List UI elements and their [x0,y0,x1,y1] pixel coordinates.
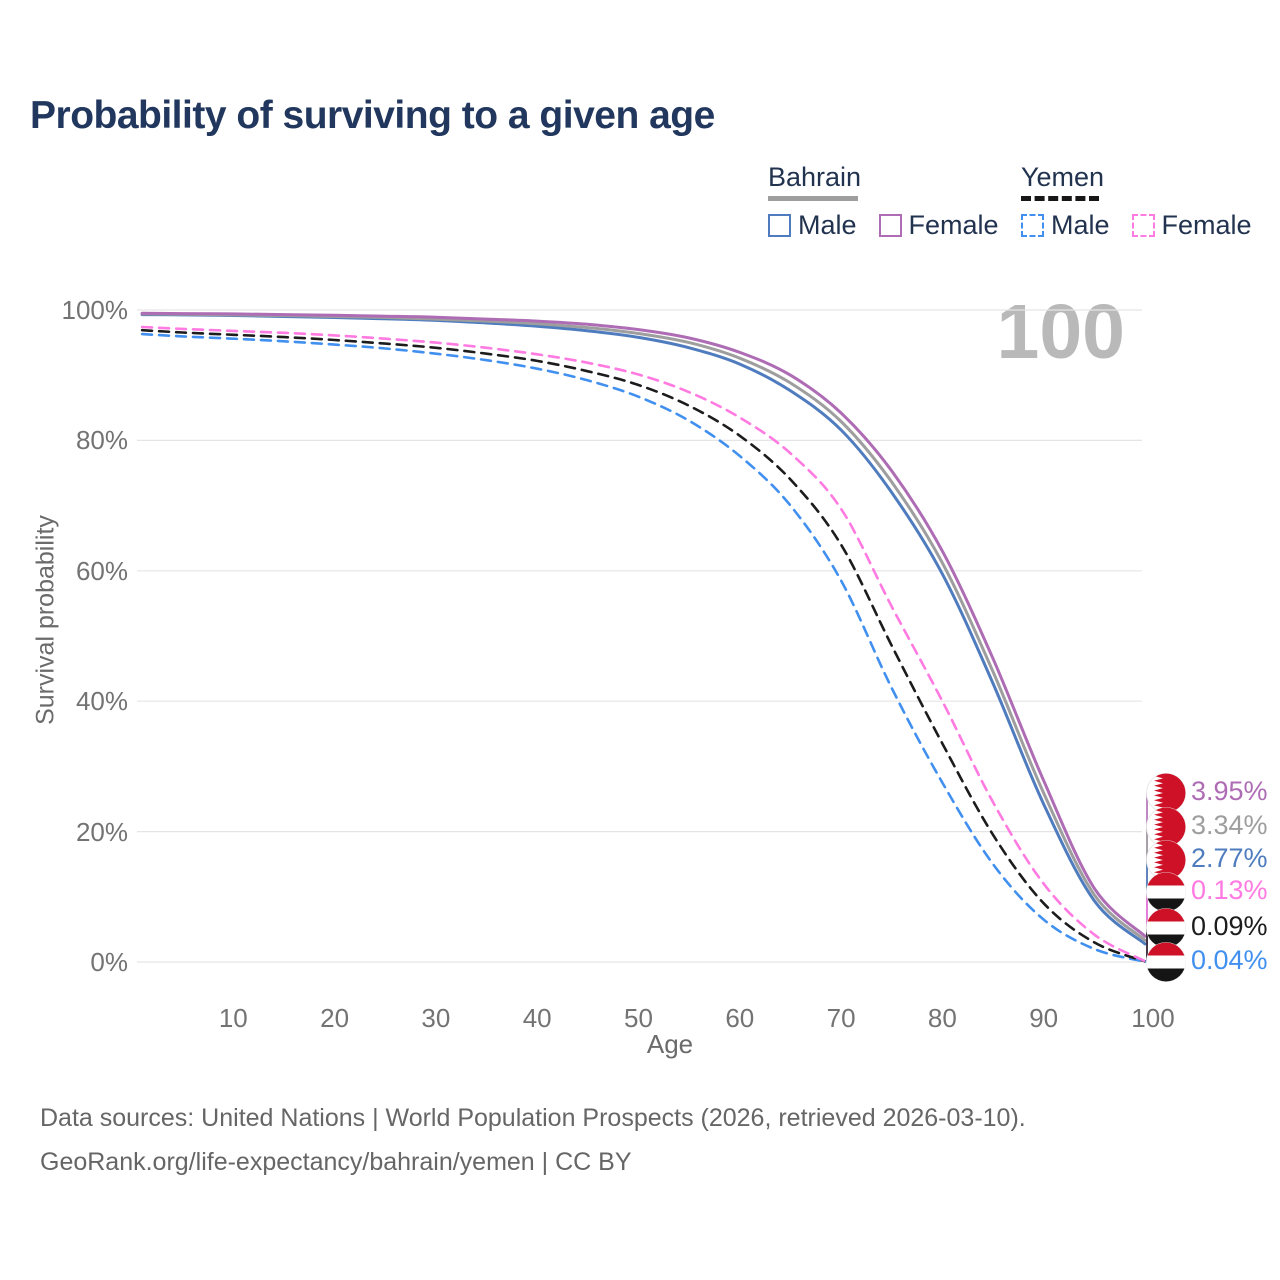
y-tick-label: 100% [61,295,129,325]
bahrain-line-style-swatch [768,196,858,201]
legend-label: Female [908,210,999,240]
end-value-label-yemen-male: 0.04% [1191,945,1268,975]
legend-group-bahrain: Bahrain Male Female [768,162,999,241]
x-tick-label: 70 [826,1003,856,1033]
yemen-flag-icon [1146,908,1186,948]
bahrain-male-swatch-icon [768,214,791,237]
series-line-yemen-male[interactable] [140,332,1147,963]
legend-item-bahrain-male[interactable]: Male [768,210,857,241]
x-tick-label: 100 [1131,1003,1175,1033]
y-tick-label: 60% [75,555,128,586]
x-tick-label: 20 [320,1003,350,1033]
legend-item-bahrain-female[interactable]: Female [878,210,999,241]
x-tick-label: 80 [927,1003,957,1033]
legend-label: Male [1051,210,1110,240]
legend-country-bahrain[interactable]: Bahrain [768,162,862,192]
yemen-flag-icon [1146,872,1186,912]
series-line-bahrain-female[interactable] [140,311,1147,938]
y-tick-label: 40% [75,686,128,717]
y-tick-label: 20% [75,816,128,847]
yemen-female-swatch-icon [1131,214,1155,237]
data-sources-note: Data sources: United Nations | World Pop… [40,1104,1026,1132]
series-line-yemen-female[interactable] [140,325,1147,963]
x-axis-title: Age [646,1029,694,1059]
end-value-label-bahrain-both-sexes: 3.34% [1191,810,1268,840]
series-line-bahrain-male[interactable] [140,313,1147,946]
series-line-bahrain-both-sexes[interactable] [140,312,1147,942]
x-tick-label: 60 [725,1003,755,1033]
legend-label: Female [1161,210,1252,240]
yemen-flag-icon [1146,942,1186,982]
end-value-label-bahrain-male: 2.77% [1191,843,1268,873]
attribution-note: GeoRank.org/life-expectancy/bahrain/yeme… [40,1148,632,1176]
x-tick-label: 30 [421,1003,451,1033]
x-tick-label: 90 [1029,1003,1059,1033]
x-tick-label: 50 [624,1003,653,1033]
y-tick-label: 0% [90,947,128,977]
bahrain-female-swatch-icon [878,214,902,237]
legend-group-yemen: Yemen Male Female [1021,162,1252,241]
legend-item-yemen-male[interactable]: Male [1021,210,1110,241]
legend-label: Male [798,210,857,240]
series-line-yemen-both-sexes[interactable] [140,328,1147,963]
yemen-male-swatch-icon [1021,214,1044,237]
end-value-label-yemen-both-sexes: 0.09% [1191,911,1268,941]
bahrain-flag-icon [1146,807,1186,847]
end-value-label-yemen-female: 0.13% [1191,875,1268,905]
end-value-label-bahrain-female: 3.95% [1191,776,1268,806]
x-tick-label: 10 [218,1003,248,1033]
y-tick-label: 80% [75,425,128,456]
yemen-line-style-swatch [1021,196,1099,201]
legend-item-yemen-female[interactable]: Female [1131,210,1252,241]
x-tick-label: 40 [522,1003,552,1033]
age-counter-watermark: 100 [996,289,1125,375]
bahrain-flag-icon [1146,773,1186,813]
legend-country-yemen[interactable]: Yemen [1021,162,1105,192]
page-title: Probability of surviving to a given age [30,94,715,137]
